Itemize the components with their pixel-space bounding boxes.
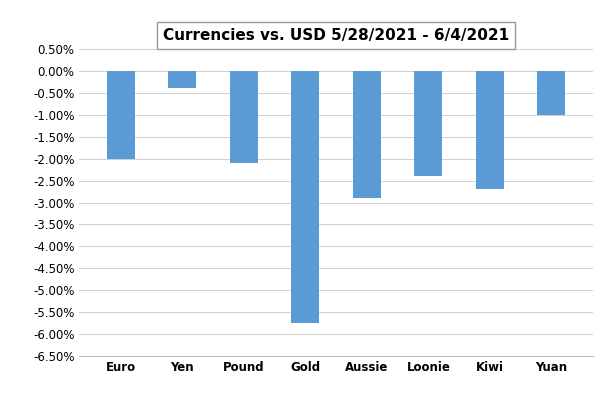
Title: Currencies vs. USD 5/28/2021 - 6/4/2021: Currencies vs. USD 5/28/2021 - 6/4/2021 [163, 28, 509, 43]
Bar [107, 70, 134, 158]
Bar [230, 70, 258, 163]
Bar [414, 70, 442, 176]
Bar [169, 70, 196, 88]
Bar [476, 70, 503, 189]
Bar [291, 70, 319, 324]
Bar [353, 70, 381, 198]
Bar [538, 70, 565, 115]
